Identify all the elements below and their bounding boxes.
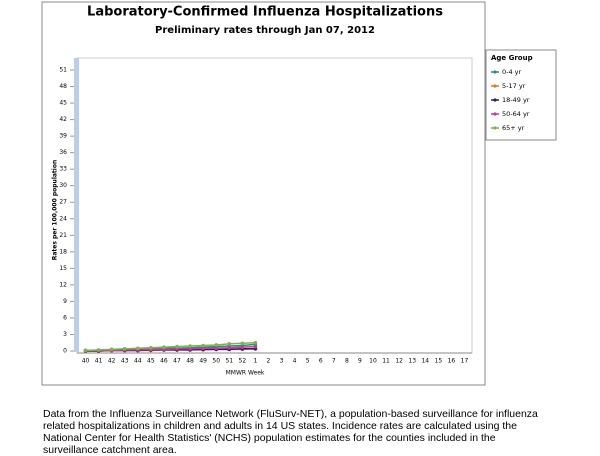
x-tick-label: 13 xyxy=(408,358,416,365)
x-tick-label: 1 xyxy=(253,358,257,365)
y-tick-label: 48 xyxy=(59,83,67,90)
data-point xyxy=(201,343,205,348)
legend-marker xyxy=(493,112,497,116)
x-tick-label: 14 xyxy=(421,358,429,365)
x-tick-label: 3 xyxy=(280,358,284,365)
y-tick-label: 6 xyxy=(63,314,67,321)
x-tick-label: 43 xyxy=(121,358,129,365)
y-axis-label: Rates per 100,000 population xyxy=(52,160,59,261)
data-point xyxy=(162,345,166,349)
chart-subtitle: Preliminary rates through Jan 07, 2012 xyxy=(155,25,375,36)
plot-area xyxy=(76,57,473,354)
x-tick-label: 44 xyxy=(134,358,142,365)
x-tick-label: 12 xyxy=(395,358,403,365)
data-point xyxy=(188,346,192,351)
legend-label: 65+ yr xyxy=(502,124,525,132)
series-line xyxy=(85,345,256,352)
data-point xyxy=(240,345,245,349)
data-point xyxy=(83,348,88,353)
data-point xyxy=(201,346,205,351)
x-tick-label: 6 xyxy=(319,358,323,365)
x-tick-label: 45 xyxy=(147,358,155,365)
data-point xyxy=(96,348,101,352)
x-tick-label: 50 xyxy=(212,358,220,365)
legend-box xyxy=(485,49,557,141)
legend-label: 50-64 yr xyxy=(502,110,530,118)
y-tick-label: 18 xyxy=(59,248,67,255)
legend-label: 5-17 yr xyxy=(502,82,526,90)
data-point xyxy=(214,346,218,351)
y-tick-label: 30 xyxy=(59,182,67,189)
x-tick-label: 47 xyxy=(173,358,181,365)
y-tick-label: 45 xyxy=(59,100,67,107)
data-point xyxy=(227,345,232,350)
x-tick-label: 10 xyxy=(369,358,377,365)
x-tick-label: 16 xyxy=(448,358,456,365)
chart: Laboratory-Confirmed Influenza Hospitali… xyxy=(41,1,557,386)
legend-marker xyxy=(493,98,497,102)
legend-marker xyxy=(493,126,497,130)
chart-title: Laboratory-Confirmed Influenza Hospitali… xyxy=(87,5,443,20)
caption: Data from the Influenza Surveillance Net… xyxy=(43,408,538,456)
series-line xyxy=(85,341,256,352)
data-point xyxy=(214,343,218,347)
x-tick-label: 48 xyxy=(186,358,194,365)
data-point xyxy=(122,346,127,351)
data-point xyxy=(253,344,258,349)
legend-title: Age Group xyxy=(491,54,533,62)
y-tick-label: 36 xyxy=(59,149,67,156)
x-tick-label: 46 xyxy=(160,358,168,365)
x-tick-label: 8 xyxy=(345,358,349,365)
x-tick-label: 4 xyxy=(293,358,297,365)
y-tick-label: 39 xyxy=(59,133,67,140)
data-point xyxy=(136,346,140,351)
legend-label: 18-49 yr xyxy=(502,96,530,104)
x-tick-label: 51 xyxy=(225,358,233,365)
data-point xyxy=(188,344,192,348)
y-tick-label: 0 xyxy=(63,348,67,355)
x-tick-label: 49 xyxy=(199,358,207,365)
legend-label: 0-4 yr xyxy=(502,68,522,76)
y-tick-label: 21 xyxy=(59,232,67,239)
data-point xyxy=(227,342,232,346)
x-tick-label: 9 xyxy=(358,358,362,365)
y-tick-label: 24 xyxy=(59,215,67,222)
x-tick-label: 5 xyxy=(306,358,310,365)
x-tick-label: 7 xyxy=(332,358,336,365)
x-tick-label: 17 xyxy=(461,358,469,365)
data-point xyxy=(149,345,153,350)
y-tick-label: 12 xyxy=(59,281,67,288)
y-tick-label: 15 xyxy=(59,265,67,272)
data-point xyxy=(109,347,114,352)
x-tick-label: 42 xyxy=(108,358,116,365)
scroll-band xyxy=(74,58,79,352)
data-point xyxy=(253,340,258,345)
x-tick-label: 2 xyxy=(267,358,271,365)
y-tick-label: 33 xyxy=(59,166,67,173)
x-tick-label: 11 xyxy=(382,358,390,365)
y-tick-label: 42 xyxy=(59,116,67,123)
y-tick-label: 27 xyxy=(59,199,67,206)
data-point xyxy=(175,344,179,349)
y-tick-label: 9 xyxy=(63,298,67,305)
legend-marker xyxy=(493,84,497,88)
x-tick-label: 15 xyxy=(435,358,443,365)
x-tick-label: 52 xyxy=(239,358,247,365)
data-point xyxy=(240,341,245,346)
x-axis-label: MMWR Week xyxy=(226,370,265,377)
x-tick-label: 41 xyxy=(95,358,103,365)
y-tick-label: 51 xyxy=(59,67,67,74)
x-tick-label: 40 xyxy=(82,358,90,365)
y-tick-label: 3 xyxy=(63,331,67,338)
legend-marker xyxy=(493,70,497,74)
